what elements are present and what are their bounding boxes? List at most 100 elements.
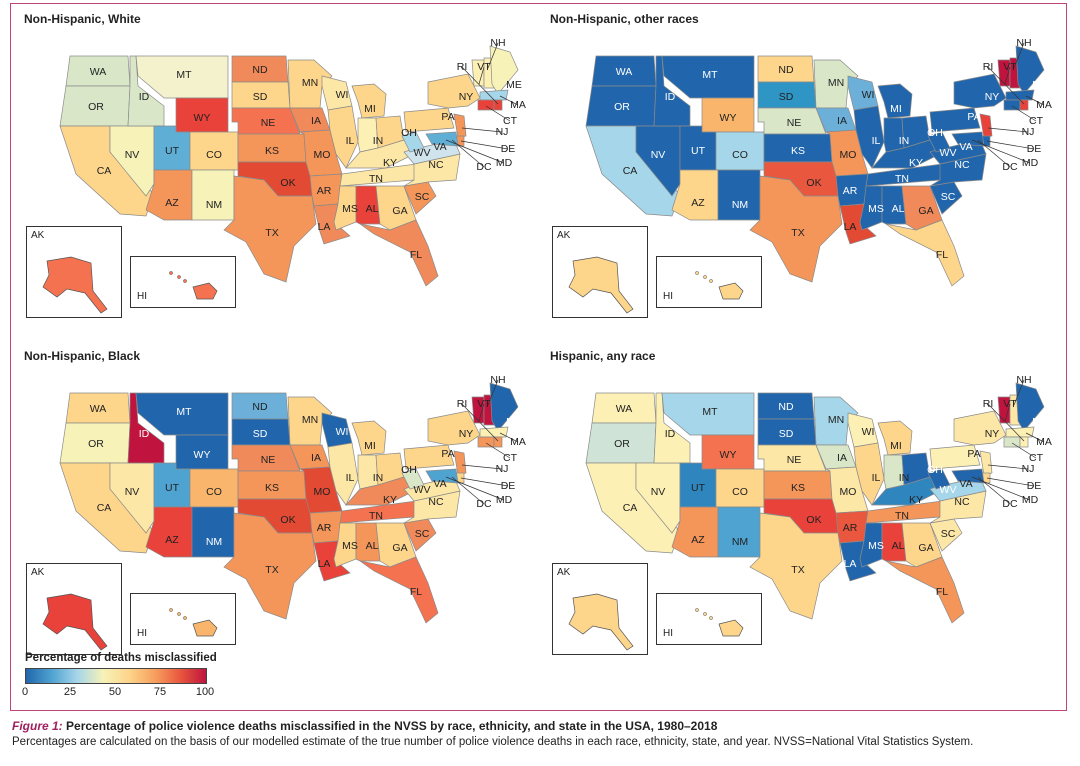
state-label-sd: SD [253, 428, 268, 440]
state-label-nh: NH [1016, 374, 1031, 386]
state-label-ca: CA [623, 502, 638, 514]
state-label-ri: RI [457, 398, 468, 410]
state-label-ct: CT [503, 115, 518, 127]
state-label-id: ID [139, 428, 150, 440]
state-label-vt: VT [477, 61, 491, 73]
state-ma [479, 426, 509, 438]
state-label-dc: DC [476, 498, 492, 510]
state-label-ia: IA [837, 452, 847, 464]
leader-line-md [445, 139, 505, 164]
state-label-dc: DC [1002, 498, 1018, 510]
state-label-wv: WV [414, 147, 431, 159]
state-label-ma: MA [510, 99, 526, 111]
state-label-fl: FL [410, 249, 422, 261]
state-label-wy: WY [194, 112, 211, 124]
state-label-ok: OK [806, 177, 821, 189]
state-label-ms: MS [868, 203, 884, 215]
legend-tick-label: 100 [195, 686, 215, 698]
state-label-in: IN [373, 472, 384, 484]
state-label-wa: WA [616, 66, 633, 78]
state-label-or: OR [614, 101, 630, 113]
state-label-nd: ND [252, 64, 268, 76]
panel-non-hispanic-other-races: Non-Hispanic, other races WA OR CA NV ID MT WY… [550, 12, 1075, 340]
state-label-il: IL [346, 472, 355, 484]
state-label-nd: ND [252, 401, 268, 413]
state-ny [427, 73, 481, 109]
state-ma [479, 89, 509, 101]
us-choropleth-map: WA OR CA NV ID MT WY UT CO AZ NM ND SD NE KS OK TX MN IA MO… [59, 37, 526, 287]
alaska-inset: AK [552, 563, 648, 655]
state-fl [885, 556, 965, 624]
hawaii-island [169, 271, 173, 275]
state-ak [42, 593, 108, 651]
state-ct [1003, 99, 1021, 111]
state-pa [403, 444, 455, 470]
state-label-ut: UT [165, 482, 180, 494]
state-tx [223, 512, 317, 620]
state-label-sd: SD [779, 428, 794, 440]
state-label-la: LA [318, 221, 331, 233]
state-label-nv: NV [651, 486, 666, 498]
hawaii-island [695, 608, 699, 612]
alaska-map [568, 593, 634, 651]
state-label-mt: MT [176, 406, 192, 418]
state-fl [359, 219, 439, 287]
state-label-ny: NY [985, 428, 1000, 440]
state-label-nm: NM [732, 199, 748, 211]
state-label-mo: MO [840, 149, 857, 161]
state-label-wi: WI [862, 426, 875, 438]
state-label-az: AZ [691, 534, 705, 546]
state-hi [192, 619, 218, 637]
state-md [951, 131, 985, 147]
state-ct [477, 436, 495, 448]
state-label-wa: WA [90, 66, 107, 78]
state-ny [427, 410, 481, 446]
state-label-in: IN [899, 135, 910, 147]
state-label-id: ID [665, 428, 676, 440]
state-label-pa: PA [441, 448, 454, 460]
state-label-ca: CA [623, 165, 638, 177]
state-label-tn: TN [369, 510, 383, 522]
state-al [355, 185, 381, 225]
state-ny [953, 410, 1007, 446]
hawaii-map [695, 271, 744, 300]
legend-tick-label: 0 [21, 686, 29, 698]
state-label-nd: ND [778, 64, 794, 76]
leader-line-md [971, 139, 1031, 164]
legend-tick-label: 75 [153, 686, 167, 698]
state-label-mt: MT [702, 406, 718, 418]
hawaii-map [169, 608, 218, 637]
state-label-vt: VT [1003, 61, 1017, 73]
state-ct [477, 99, 495, 111]
state-label-vt: VT [1003, 398, 1017, 410]
state-label-mo: MO [840, 486, 857, 498]
alaska-map [568, 256, 634, 314]
state-pa [929, 107, 981, 133]
alaska-inset: AK [26, 226, 122, 318]
state-label-tn: TN [895, 173, 909, 185]
panel-title: Non-Hispanic, Black [24, 349, 141, 363]
state-label-nh: NH [1016, 37, 1031, 49]
state-label-ok: OK [280, 514, 295, 526]
hawaii-island [709, 616, 713, 620]
state-label-ky: KY [383, 494, 397, 506]
state-label-la: LA [318, 558, 331, 570]
leader-line-dc [977, 476, 1011, 505]
state-nj [979, 450, 993, 476]
state-label-ok: OK [280, 177, 295, 189]
state-label-ms: MS [868, 540, 884, 552]
state-label-oh: OH [401, 127, 417, 139]
hawaii-island [177, 275, 181, 279]
state-label-tn: TN [369, 173, 383, 185]
state-label-co: CO [206, 149, 222, 161]
state-label-il: IL [872, 472, 881, 484]
leader-line-de [986, 140, 1035, 150]
legend-tick-label: 50 [108, 686, 122, 698]
figure-frame [10, 3, 1067, 711]
leader-line-ri [461, 403, 499, 442]
alaska-map [42, 593, 108, 651]
state-label-co: CO [206, 486, 222, 498]
state-label-ky: KY [909, 494, 923, 506]
state-wv [401, 131, 425, 153]
panel-title: Non-Hispanic, other races [550, 12, 699, 26]
